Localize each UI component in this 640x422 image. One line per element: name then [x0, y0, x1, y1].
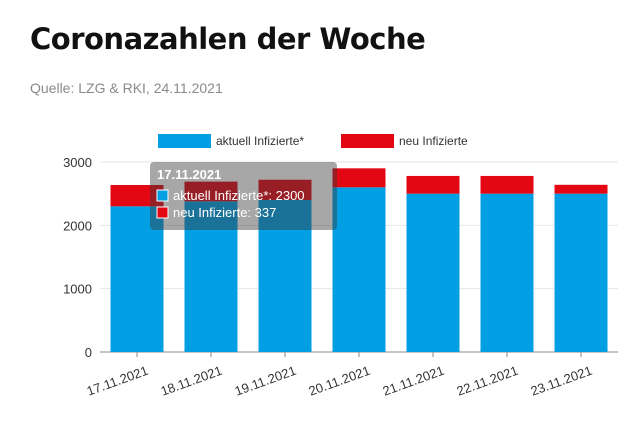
bar-aktuell-3[interactable]	[332, 187, 386, 352]
tooltip-box	[150, 162, 337, 230]
tooltip-line-0: aktuell Infizierte*: 2300	[173, 188, 305, 203]
x-tick-label: 22.11.2021	[455, 363, 520, 399]
y-tick-label: 1000	[63, 282, 92, 297]
bar-neu-4[interactable]	[406, 175, 460, 194]
bar-neu-2[interactable]	[258, 179, 312, 200]
legend-label-1[interactable]: neu Infizierte	[399, 134, 468, 148]
page-title: Coronazahlen der Woche	[30, 22, 426, 56]
bar-aktuell-5[interactable]	[480, 193, 534, 352]
bar-aktuell-0[interactable]	[110, 206, 164, 352]
bar-neu-1[interactable]	[184, 181, 238, 202]
bar-neu-3[interactable]	[332, 168, 386, 188]
tooltip-swatch-1	[156, 206, 169, 219]
x-tick-label: 18.11.2021	[159, 363, 224, 399]
x-tick-label: 20.11.2021	[307, 363, 372, 399]
y-tick-label: 2000	[63, 218, 92, 233]
bar-aktuell-1[interactable]	[184, 201, 238, 352]
x-tick-label: 19.11.2021	[233, 363, 298, 399]
source-note: Quelle: LZG & RKI, 24.11.2021	[30, 80, 223, 96]
legend-label-0[interactable]: aktuell Infizierte*	[216, 134, 304, 148]
x-tick-label: 23.11.2021	[529, 363, 594, 399]
bar-aktuell-4[interactable]	[406, 193, 460, 352]
bar-neu-6[interactable]	[554, 184, 608, 194]
y-tick-label: 3000	[63, 155, 92, 170]
bar-aktuell-2[interactable]	[258, 200, 312, 352]
legend-swatch-1[interactable]	[341, 134, 394, 148]
tooltip-title: 17.11.2021	[157, 167, 221, 182]
x-tick-label: 21.11.2021	[381, 363, 446, 399]
bar-aktuell-6[interactable]	[554, 193, 608, 352]
tooltip-line-1: neu Infizierte: 337	[173, 205, 276, 220]
tooltip-swatch-0	[156, 189, 169, 202]
bar-neu-5[interactable]	[480, 175, 534, 194]
x-tick-label: 17.11.2021	[85, 363, 150, 399]
legend-swatch-0[interactable]	[158, 134, 211, 148]
y-tick-label: 0	[85, 345, 92, 360]
bar-neu-0[interactable]	[110, 184, 164, 207]
